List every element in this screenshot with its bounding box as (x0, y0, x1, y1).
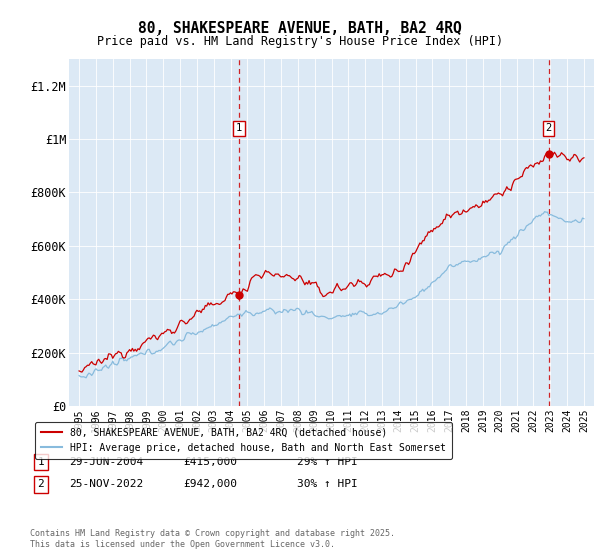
Text: 1: 1 (37, 457, 44, 467)
Text: 29-JUN-2004: 29-JUN-2004 (69, 457, 143, 467)
Text: 80, SHAKESPEARE AVENUE, BATH, BA2 4RQ: 80, SHAKESPEARE AVENUE, BATH, BA2 4RQ (138, 21, 462, 36)
Legend: 80, SHAKESPEARE AVENUE, BATH, BA2 4RQ (detached house), HPI: Average price, deta: 80, SHAKESPEARE AVENUE, BATH, BA2 4RQ (d… (35, 422, 452, 459)
Text: £415,000: £415,000 (183, 457, 237, 467)
Text: 2: 2 (37, 479, 44, 489)
Text: 25-NOV-2022: 25-NOV-2022 (69, 479, 143, 489)
Text: Contains HM Land Registry data © Crown copyright and database right 2025.
This d: Contains HM Land Registry data © Crown c… (30, 529, 395, 549)
Text: 2: 2 (545, 123, 551, 133)
Text: Price paid vs. HM Land Registry's House Price Index (HPI): Price paid vs. HM Land Registry's House … (97, 35, 503, 48)
Text: 29% ↑ HPI: 29% ↑ HPI (297, 457, 358, 467)
Text: 1: 1 (236, 123, 242, 133)
Text: 30% ↑ HPI: 30% ↑ HPI (297, 479, 358, 489)
Text: £942,000: £942,000 (183, 479, 237, 489)
